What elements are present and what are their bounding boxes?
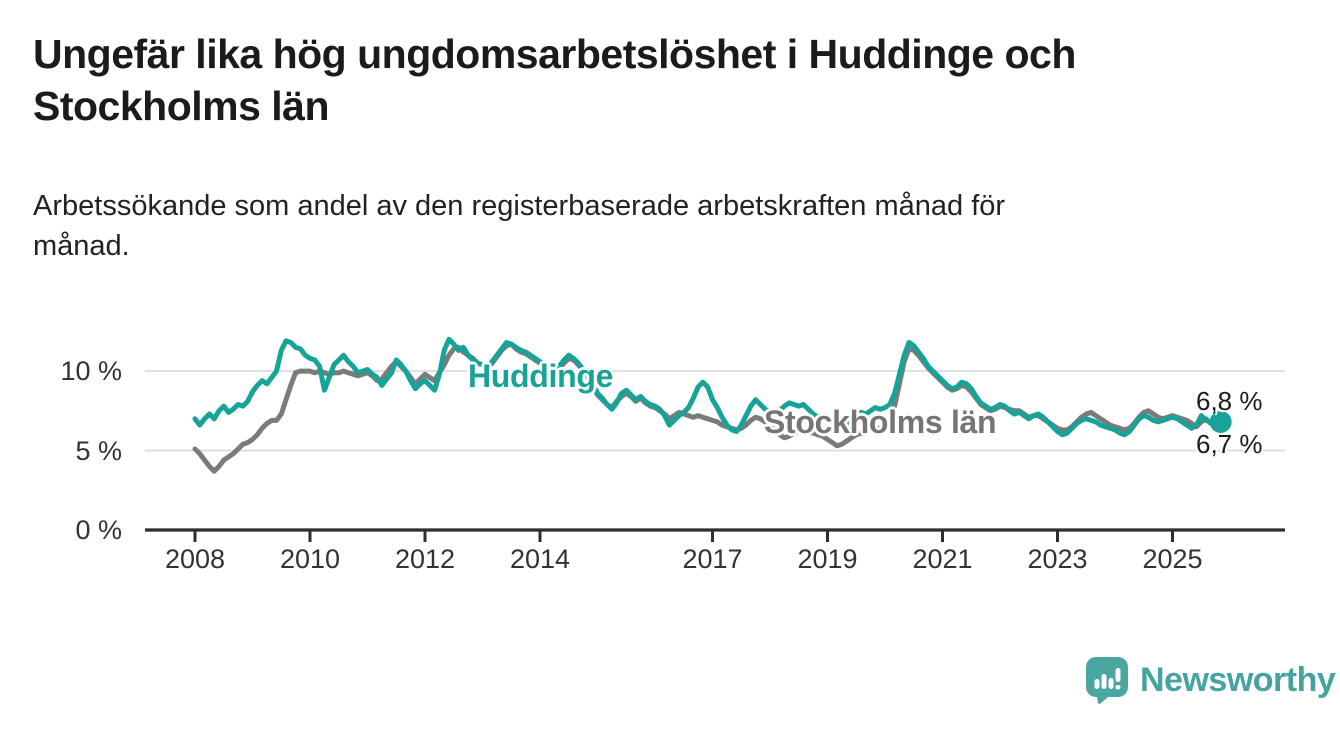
x-axis-label: 2010: [279, 544, 341, 574]
newsworthy-speech-bubble-bar-chart-icon: [1086, 657, 1128, 704]
end-value-label-huddinge: 6,8 %: [1196, 386, 1263, 416]
x-axis-label: 2021: [912, 544, 973, 574]
y-axis-label: 0 %: [75, 515, 122, 545]
newsworthy-logo: Newsworthy: [1085, 656, 1336, 704]
x-axis-label: 2014: [509, 544, 571, 574]
x-axis-label: 2023: [1027, 544, 1088, 574]
y-axis-label: 10 %: [60, 356, 122, 387]
page-subtitle: Arbetssökande som andel av den registerb…: [33, 190, 1006, 262]
x-axis-label: 2017: [682, 544, 743, 574]
page-title: Ungefär lika hög ungdomsarbetslöshet i H…: [33, 31, 1076, 129]
x-axis-label: 2025: [1142, 544, 1203, 574]
brand-name: Newsworthy: [1140, 660, 1336, 699]
latest-value-dot: [1209, 410, 1232, 433]
x-axis-label: 2008: [164, 544, 226, 574]
series-label-stockholms-lan: Stockholms län: [764, 404, 997, 440]
series-line-huddinge: [192, 336, 1219, 438]
y-axis-label: 5 %: [75, 435, 122, 466]
x-axis-label: 2012: [394, 544, 456, 574]
x-axis-label: 2019: [797, 544, 858, 574]
series-label-huddinge: Huddinge: [468, 358, 614, 394]
end-value-label-stockholms-lan: 6,7 %: [1196, 429, 1263, 459]
